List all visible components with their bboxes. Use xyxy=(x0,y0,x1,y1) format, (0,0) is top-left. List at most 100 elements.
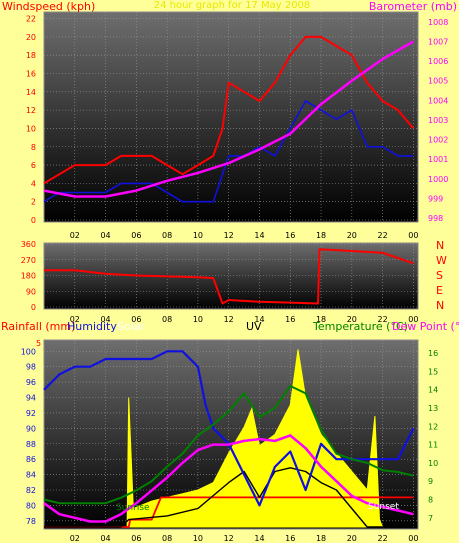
x-tick-label: 16 xyxy=(285,534,295,543)
x-tick-label: 10 xyxy=(193,534,203,543)
barometer-tick-label: 1002 xyxy=(428,136,448,145)
temperature-tick-label: 7 xyxy=(428,514,433,523)
x-tick-label: 14 xyxy=(254,534,264,543)
humidity-tick-label: 84 xyxy=(26,471,36,480)
barometer-tick-label: 1007 xyxy=(428,37,448,46)
wind-tick-label: 16 xyxy=(26,70,36,79)
rainfall-scale-label: 5 xyxy=(36,339,41,348)
barometer-tick-label: 1008 xyxy=(428,18,448,27)
barometer-tick-label: 1006 xyxy=(428,57,448,66)
x-tick-label: 10 xyxy=(193,315,203,324)
barometer-tick-label: 1001 xyxy=(428,155,448,164)
x-tick-label: 04 xyxy=(100,534,110,543)
x-tick-label: 14 xyxy=(254,231,264,240)
x-tick-label: 16 xyxy=(285,315,295,324)
humidity-tick-label: 86 xyxy=(26,455,36,464)
temperature-tick-label: 13 xyxy=(428,404,438,413)
wind-tick-label: 18 xyxy=(26,51,36,60)
barometer-tick-label: 1000 xyxy=(428,175,448,184)
barometer-tick-label: 1004 xyxy=(428,96,448,105)
compass-letter: N xyxy=(436,299,444,312)
x-tick-label: 00 xyxy=(408,231,418,240)
x-tick-label: 06 xyxy=(131,231,141,240)
x-tick-label: 12 xyxy=(224,315,234,324)
compass-letter: W xyxy=(436,254,447,267)
temperature-axis-title: Temperature (°C) xyxy=(312,320,408,333)
wind-direction-line xyxy=(44,248,414,305)
x-tick-label: 04 xyxy=(100,231,110,240)
barometer-tick-label: 1003 xyxy=(428,116,448,125)
wind-panel-background xyxy=(43,11,419,223)
temperature-line xyxy=(43,385,414,505)
chart-title: 24 hour graph for 17 May 2008 xyxy=(154,0,311,11)
x-tick-label: 00 xyxy=(408,315,418,324)
wind-tick-label: 20 xyxy=(26,33,36,42)
x-tick-label: 20 xyxy=(347,315,357,324)
x-tick-label: 18 xyxy=(316,231,326,240)
x-tick-label: 14 xyxy=(254,315,264,324)
humidity-tick-label: 100 xyxy=(21,347,36,356)
temperature-tick-label: 14 xyxy=(428,386,438,395)
barometer-tick-label: 999 xyxy=(428,194,443,203)
temperature-tick-label: 15 xyxy=(428,367,438,376)
direction-tick-label: 180 xyxy=(21,272,36,281)
x-tick-label: 16 xyxy=(285,231,295,240)
x-tick-label: 12 xyxy=(224,231,234,240)
wind-tick-label: 22 xyxy=(26,15,36,24)
x-tick-label: 22 xyxy=(378,315,388,324)
x-tick-label: 02 xyxy=(70,315,80,324)
humidity-tick-label: 94 xyxy=(26,394,36,403)
wind-tick-label: 4 xyxy=(31,179,36,188)
humidity-tick-label: 80 xyxy=(26,501,36,510)
compass-letter: E xyxy=(436,284,443,297)
x-tick-label: 10 xyxy=(193,231,203,240)
x-tick-label: 18 xyxy=(316,534,326,543)
dew-point-axis-title: Dew Point (°C) xyxy=(392,320,459,333)
x-tick-label: 02 xyxy=(70,231,80,240)
x-tick-label: 18 xyxy=(316,315,326,324)
x-tick-label: 02 xyxy=(70,534,80,543)
x-tick-label: 20 xyxy=(347,231,357,240)
wind-tick-label: 14 xyxy=(26,88,36,97)
barometer-line xyxy=(43,40,415,198)
humidity-tick-label: 92 xyxy=(26,409,36,418)
humidity-tick-label: 90 xyxy=(26,424,36,433)
barometer-tick-label: 1005 xyxy=(428,77,448,86)
wind-axis-title: Windspeed (kph) xyxy=(2,0,95,13)
direction-panel-background xyxy=(43,242,419,310)
wind-tick-label: 2 xyxy=(31,198,36,207)
temperature-tick-label: 16 xyxy=(428,349,438,358)
humidity-tick-label: 78 xyxy=(26,517,36,526)
temperature-tick-label: 9 xyxy=(428,477,433,486)
x-tick-label: 06 xyxy=(131,315,141,324)
wind-tick-label: 0 xyxy=(31,216,36,225)
uv-label: UV xyxy=(246,320,262,333)
x-tick-label: 04 xyxy=(100,315,110,324)
sunset-label: Sunset xyxy=(368,502,399,512)
humidity-tick-label: 82 xyxy=(26,486,36,495)
temperature-tick-label: 8 xyxy=(428,496,433,505)
wind-gust-line xyxy=(43,35,415,185)
direction-tick-label: 90 xyxy=(26,287,36,296)
wind-tick-label: 8 xyxy=(31,143,36,152)
wind-tick-label: 12 xyxy=(26,106,36,115)
temperature-tick-label: 12 xyxy=(428,422,438,431)
x-tick-label: 20 xyxy=(347,534,357,543)
temperature-tick-label: 10 xyxy=(428,459,438,468)
direction-tick-label: 360 xyxy=(21,240,36,249)
temperature-tick-label: 11 xyxy=(428,441,438,450)
compass-letter: N xyxy=(436,239,444,252)
x-tick-label: 00 xyxy=(408,534,418,543)
x-tick-label: 12 xyxy=(224,534,234,543)
dew-point-line xyxy=(43,434,414,523)
wind-tick-label: 6 xyxy=(31,161,36,170)
x-tick-label: 22 xyxy=(378,231,388,240)
direction-tick-label: 270 xyxy=(21,256,36,265)
sunrise-label: Sunrise xyxy=(116,503,150,513)
x-tick-label: 22 xyxy=(378,534,388,543)
barometer-axis-title: Barometer (mb) xyxy=(369,0,457,13)
humidity-tick-label: 98 xyxy=(26,363,36,372)
x-tick-label: 08 xyxy=(162,534,172,543)
rainfall-line xyxy=(44,496,414,528)
